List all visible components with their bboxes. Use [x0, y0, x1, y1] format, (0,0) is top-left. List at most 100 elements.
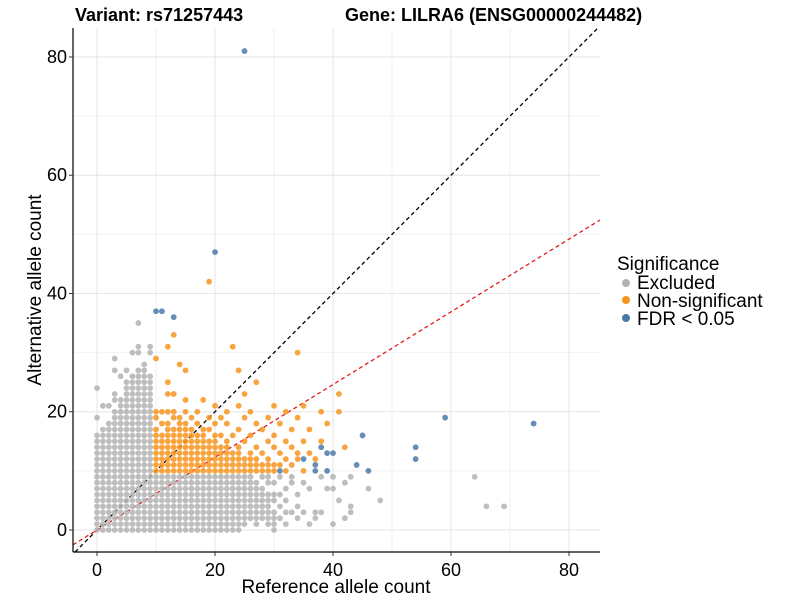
data-point: [176, 479, 183, 486]
data-point: [206, 491, 213, 498]
data-point: [218, 515, 224, 522]
legend-swatch-excluded: [622, 279, 630, 287]
data-point: [194, 497, 201, 504]
data-point: [135, 343, 142, 350]
data-point: [164, 473, 171, 480]
axis-ticks: 0 20 40 60 80 0 20 40 60 80: [47, 47, 579, 580]
legend-title: Significance: [617, 254, 719, 275]
data-point: [111, 432, 118, 439]
data-point: [147, 456, 154, 462]
data-point: [94, 444, 100, 451]
data-point: [247, 515, 254, 522]
data-point: [324, 467, 331, 474]
data-point: [294, 515, 301, 522]
data-point: [194, 503, 201, 510]
data-point: [265, 479, 272, 486]
data-point: [141, 426, 148, 433]
data-point: [94, 450, 100, 457]
data-point: [182, 515, 189, 522]
data-point: [265, 497, 272, 504]
data-point: [235, 527, 242, 533]
data-point: [123, 467, 130, 474]
data-point: [111, 408, 118, 415]
data-point: [194, 467, 201, 474]
y-tick-label: 20: [47, 402, 67, 422]
data-point: [206, 497, 213, 504]
data-point: [253, 497, 260, 504]
data-point: [330, 450, 336, 457]
data-point: [100, 503, 106, 510]
data-point: [141, 438, 148, 445]
data-point: [111, 503, 118, 510]
data-point: [241, 515, 248, 522]
data-point: [94, 485, 100, 492]
data-point: [229, 503, 236, 510]
data-point: [176, 467, 183, 474]
data-point: [501, 503, 508, 510]
data-point: [111, 391, 118, 397]
data-point: [223, 515, 230, 522]
data-point: [365, 467, 372, 474]
data-point: [147, 385, 154, 391]
data-point: [200, 479, 207, 486]
data-point: [129, 515, 136, 522]
data-point: [123, 414, 130, 421]
data-point: [147, 391, 154, 397]
data-point: [200, 432, 207, 439]
legend-label-fdr: FDR < 0.05: [637, 309, 735, 330]
data-point: [164, 408, 171, 415]
data-point: [111, 414, 118, 421]
data-point: [100, 402, 106, 409]
data-point: [188, 450, 195, 457]
data-point: [105, 438, 112, 445]
data-point: [206, 456, 213, 462]
data-point: [176, 456, 183, 462]
data-point: [135, 503, 142, 510]
data-point: [141, 515, 148, 522]
data-point: [153, 473, 159, 480]
data-point: [271, 467, 277, 474]
data-point: [194, 456, 201, 462]
data-point: [153, 414, 159, 421]
data-point: [277, 420, 283, 427]
data-point: [105, 467, 112, 474]
data-point: [141, 379, 148, 386]
data-point: [123, 485, 130, 492]
data-point: [241, 48, 248, 54]
data-point: [164, 391, 171, 397]
data-point: [105, 503, 112, 510]
data-point: [206, 426, 213, 433]
data-point: [330, 473, 336, 480]
data-point: [300, 509, 307, 516]
data-point: [182, 462, 189, 468]
data-point: [159, 515, 165, 522]
data-point: [188, 444, 195, 451]
data-point: [159, 479, 165, 486]
data-point: [282, 408, 289, 415]
data-point: [182, 367, 189, 374]
reference-line-identity: [74, 27, 599, 553]
data-point: [164, 503, 171, 510]
data-point: [170, 426, 177, 433]
data-point: [100, 426, 106, 433]
data-point: [147, 473, 154, 480]
data-point: [212, 521, 218, 527]
data-point: [530, 420, 537, 427]
data-point: [105, 491, 112, 498]
data-point: [123, 402, 130, 409]
data-point: [188, 467, 195, 474]
data-point: [141, 414, 148, 421]
data-point: [194, 515, 201, 522]
data-point: [170, 444, 177, 451]
data-point: [200, 509, 207, 516]
data-point: [153, 479, 159, 486]
data-point: [176, 485, 183, 492]
data-point: [218, 521, 224, 527]
data-point: [229, 450, 236, 457]
data-point: [176, 414, 183, 421]
data-point: [188, 497, 195, 504]
data-point: [117, 373, 124, 380]
data-point: [153, 515, 159, 522]
data-point: [159, 408, 165, 415]
x-tick-label: 0: [92, 560, 102, 580]
